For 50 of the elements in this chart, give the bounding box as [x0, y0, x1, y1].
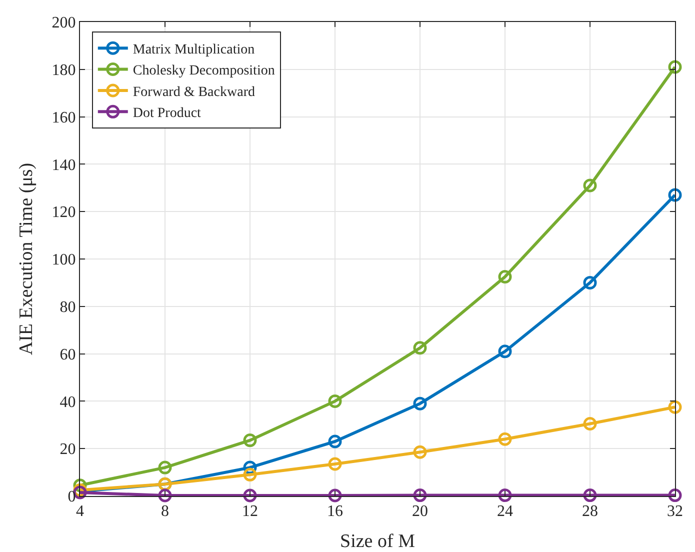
x-tick-label: 12 — [242, 503, 258, 520]
x-tick-label: 20 — [412, 503, 428, 520]
point — [328, 457, 342, 471]
x-tick-label: 32 — [667, 503, 683, 520]
point — [243, 434, 257, 448]
y-tick-label: 200 — [52, 14, 76, 32]
point — [328, 488, 342, 502]
y-axis-title: AIE Execution Time (μs) — [16, 162, 37, 356]
legend-label: Forward & Backward — [132, 84, 255, 100]
point — [413, 488, 427, 502]
y-tick-label: 60 — [60, 346, 76, 364]
y-tick-label: 160 — [52, 109, 76, 126]
point — [328, 434, 342, 448]
point — [243, 488, 257, 502]
point — [243, 468, 257, 482]
y-tick-label: 0 — [68, 488, 76, 506]
point — [668, 188, 682, 202]
point — [413, 396, 427, 410]
point — [328, 394, 342, 408]
point — [583, 488, 597, 502]
x-tick-label: 24 — [497, 503, 513, 520]
y-tick-label: 180 — [52, 62, 76, 79]
point — [498, 432, 512, 446]
x-tick-label: 28 — [582, 503, 598, 520]
x-tick-label: 8 — [161, 503, 169, 520]
point — [583, 178, 597, 192]
point — [158, 460, 172, 474]
y-tick-label: 80 — [60, 299, 76, 316]
legend-label: Cholesky Decomposition — [132, 64, 275, 79]
y-tick-label: 140 — [52, 156, 76, 174]
y-tick-label: 120 — [52, 204, 76, 222]
legend-label: Dot Product — [132, 106, 202, 122]
point — [158, 488, 172, 502]
point — [413, 341, 427, 355]
x-tick-label: 16 — [327, 503, 343, 520]
point — [498, 488, 512, 502]
y-tick-label: 40 — [60, 394, 76, 411]
legend-label: Matrix Multiplication — [132, 42, 255, 58]
point — [668, 400, 682, 414]
point — [668, 488, 682, 502]
x-axis-title: Size of M — [340, 531, 416, 552]
y-tick-label: 20 — [60, 441, 76, 458]
point — [583, 276, 597, 290]
point — [413, 445, 427, 459]
point — [498, 270, 512, 284]
x-tick-label: 4 — [76, 503, 84, 520]
point — [498, 344, 512, 358]
y-tick-label: 100 — [52, 252, 76, 269]
point — [668, 60, 682, 74]
point — [583, 416, 597, 430]
